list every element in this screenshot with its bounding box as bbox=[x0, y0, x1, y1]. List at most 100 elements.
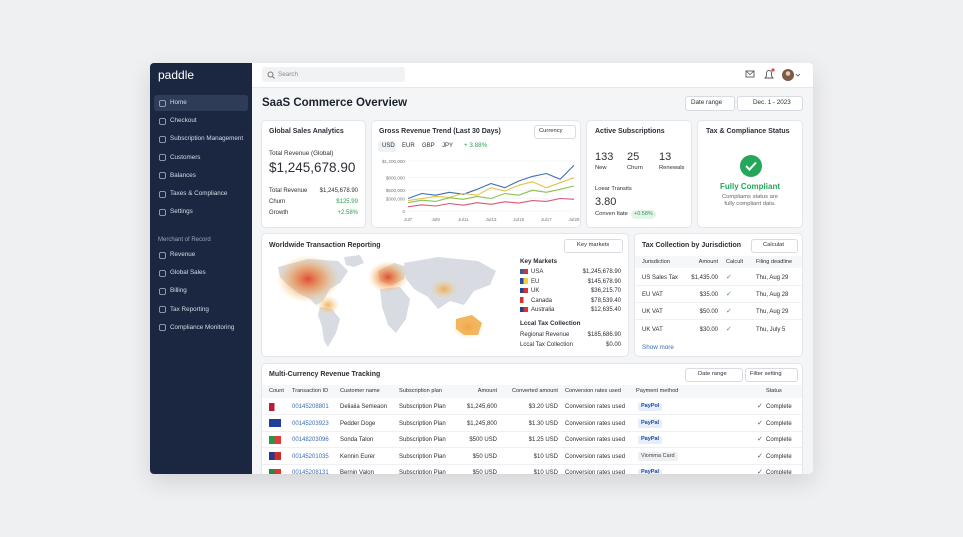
rate: Conversion rates used bbox=[565, 470, 626, 474]
currency-tab[interactable]: JPY bbox=[442, 143, 454, 149]
nav-item[interactable]: Balances bbox=[170, 171, 196, 179]
plan: Subscription Plan bbox=[399, 437, 446, 444]
column-header: Amount bbox=[477, 388, 497, 394]
market-name: USA bbox=[531, 269, 544, 275]
subscriptions-card bbox=[587, 121, 691, 227]
jurisdiction: EU VAT bbox=[642, 292, 663, 299]
rate: Conversion rates used bbox=[565, 404, 626, 410]
date-range-button[interactable] bbox=[685, 96, 735, 111]
column-header: Customer name bbox=[340, 388, 380, 394]
plan: Subscription Plan bbox=[399, 420, 446, 427]
nav-icon bbox=[159, 269, 166, 277]
status: Complete bbox=[766, 437, 792, 444]
filter-button[interactable] bbox=[745, 368, 798, 382]
date-range-label: Date range bbox=[691, 99, 723, 106]
plan: Subscription Plan bbox=[399, 470, 446, 474]
amount: $50 USD bbox=[472, 453, 497, 460]
market-name: Canada bbox=[531, 297, 553, 304]
converted: $10 USD bbox=[533, 470, 558, 474]
series-line bbox=[407, 177, 575, 202]
y-tick-label: $800,000 bbox=[386, 175, 406, 180]
x-tick-label: Jul7 bbox=[404, 217, 413, 222]
column-header: Filing deadline bbox=[756, 259, 793, 265]
payment-method: Viomma Card bbox=[638, 452, 678, 461]
market-value: $12,635.40 bbox=[590, 307, 621, 314]
series-line bbox=[407, 197, 575, 208]
card-title: Tax & Compliance Status bbox=[706, 128, 790, 135]
column-header: Jurisdiction bbox=[642, 259, 670, 265]
flag-icon bbox=[520, 297, 528, 303]
status: Complete bbox=[766, 453, 792, 460]
row-divider bbox=[635, 302, 802, 304]
check-icon: ✓ bbox=[757, 419, 763, 427]
row-divider bbox=[635, 285, 802, 286]
nav-icon bbox=[159, 172, 166, 180]
search-box[interactable] bbox=[262, 67, 405, 82]
y-tick-label: $300,000 bbox=[386, 196, 406, 201]
card-title: Worldwide Transaction Reporting bbox=[269, 242, 381, 249]
flag-icon bbox=[269, 402, 281, 411]
row-label: Growth bbox=[269, 210, 289, 216]
nav-icon bbox=[159, 251, 166, 259]
table-header-bg bbox=[262, 385, 802, 398]
nav-item[interactable]: Checkout bbox=[170, 117, 197, 125]
transaction-id[interactable]: 00145208801 bbox=[292, 404, 329, 410]
stat-label: Renewals bbox=[659, 165, 685, 171]
column-header: Converted amount bbox=[511, 388, 558, 394]
stat-value: 13 bbox=[659, 151, 672, 163]
card-title: Multi-Currency Revenue Tracking bbox=[269, 371, 381, 378]
converted: $1.30 USD bbox=[528, 420, 558, 427]
status: Complete bbox=[766, 470, 792, 474]
topbar: Search bbox=[252, 63, 813, 88]
nav-item[interactable]: Compliance Monitoring bbox=[170, 323, 235, 331]
currency-tab[interactable]: EUR bbox=[402, 143, 415, 149]
column-header: Conversion rates used bbox=[565, 388, 621, 394]
card-title: Global Sales Analytics bbox=[269, 128, 344, 135]
nav-item[interactable]: Tax Reporting bbox=[170, 305, 209, 313]
check-icon bbox=[740, 155, 762, 177]
plan: Subscription Plan bbox=[399, 453, 446, 460]
flag-icon bbox=[520, 306, 528, 313]
nav-item[interactable]: Billing bbox=[170, 287, 187, 295]
show-more[interactable]: Show more bbox=[642, 344, 674, 351]
check-icon: ✓ bbox=[726, 274, 732, 281]
key-markets-button[interactable] bbox=[564, 239, 623, 253]
nav-item[interactable]: Global Sales bbox=[170, 269, 206, 277]
status: Complete bbox=[766, 420, 792, 427]
nav-item[interactable]: Revenue bbox=[170, 251, 196, 258]
stat-value: 25 bbox=[627, 151, 640, 163]
amount: $50.00 bbox=[699, 309, 718, 316]
local-value: $185,686.90 bbox=[587, 332, 621, 338]
tax-jurisdiction-card bbox=[635, 234, 802, 356]
nav-icon bbox=[159, 287, 166, 295]
currency-tab[interactable]: USD bbox=[382, 143, 395, 149]
nav-icon bbox=[159, 190, 166, 198]
transaction-id[interactable]: 00145203923 bbox=[292, 420, 329, 427]
currency-label: Currency bbox=[539, 128, 563, 134]
nav-item[interactable]: Settings bbox=[170, 208, 193, 216]
transaction-id[interactable]: 00148203096 bbox=[292, 437, 329, 444]
logo: paddle bbox=[158, 68, 195, 82]
check-icon: ✓ bbox=[757, 452, 763, 460]
payment-method: PayPol bbox=[638, 402, 663, 411]
tracking-card bbox=[262, 364, 802, 474]
transaction-id[interactable]: 00145201035 bbox=[292, 453, 329, 460]
currency-tab[interactable]: GBP bbox=[422, 143, 435, 149]
nav-item[interactable]: Customers bbox=[170, 153, 201, 161]
nav-item[interactable]: Subscription Management bbox=[170, 135, 244, 143]
calc-button[interactable] bbox=[751, 239, 798, 253]
amount: $1,435.00 bbox=[691, 275, 718, 281]
amount: $1,245,600 bbox=[466, 404, 497, 410]
nav-item[interactable]: Home bbox=[170, 99, 187, 106]
transaction-id[interactable]: 00145208131 bbox=[292, 470, 329, 474]
flag-icon bbox=[269, 419, 281, 428]
stat-label: Churn bbox=[627, 165, 643, 171]
nav-item[interactable]: Taxes & Compliance bbox=[170, 190, 228, 197]
x-tick-label: Jul29 bbox=[569, 217, 580, 222]
currency-button[interactable] bbox=[534, 125, 576, 139]
date-range-button[interactable] bbox=[685, 368, 743, 382]
column-header: Transaction ID bbox=[292, 388, 329, 394]
payment-method: PayPal bbox=[638, 468, 663, 474]
date-button[interactable] bbox=[737, 96, 803, 111]
